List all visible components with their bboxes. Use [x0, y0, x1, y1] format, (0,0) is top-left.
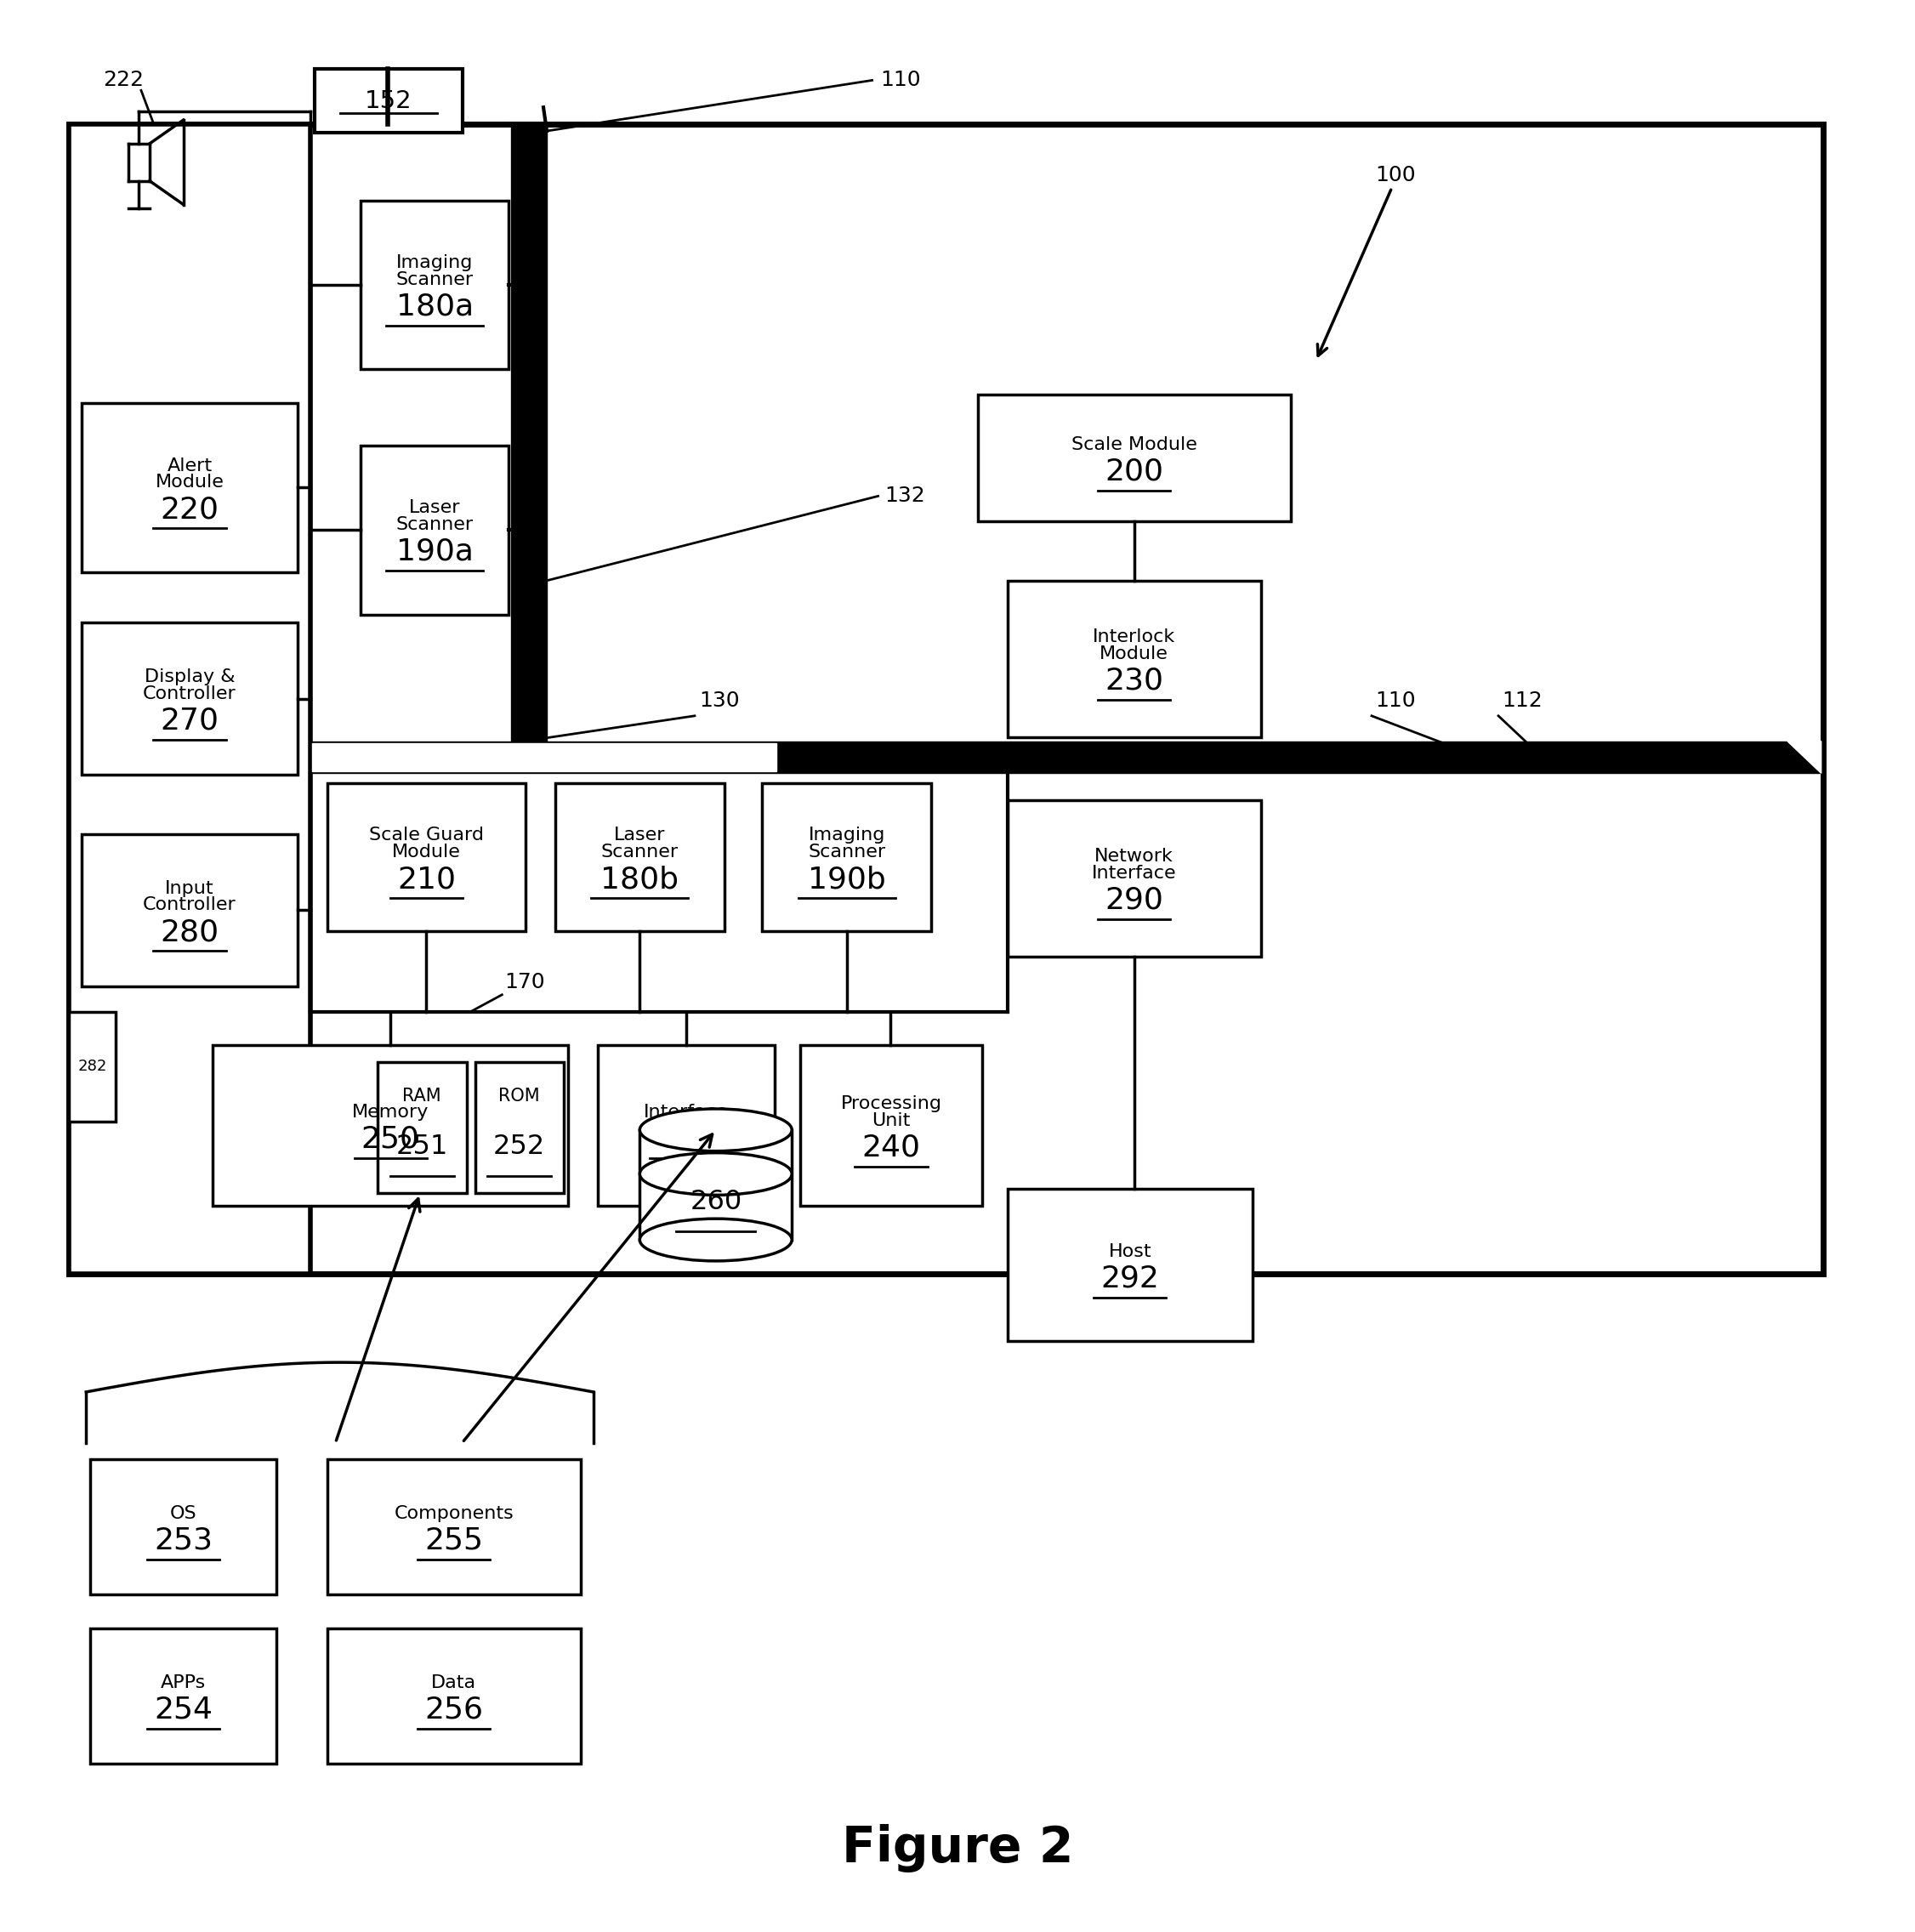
Bar — [475, 1063, 563, 1194]
Text: Memory: Memory — [352, 1103, 429, 1121]
Text: 282: 282 — [77, 1059, 107, 1074]
Bar — [90, 1629, 276, 1764]
Text: Laser: Laser — [615, 827, 665, 844]
Text: Module: Module — [393, 844, 462, 862]
Bar — [213, 1045, 569, 1206]
Bar — [1007, 1188, 1252, 1341]
Bar — [82, 835, 297, 985]
Text: 170: 170 — [504, 972, 546, 993]
Text: 280: 280 — [161, 918, 218, 947]
Text: Imaging: Imaging — [396, 255, 473, 270]
Text: Scale Module: Scale Module — [1070, 437, 1197, 452]
Text: APPs: APPs — [161, 1675, 207, 1690]
Bar — [69, 1012, 115, 1121]
Text: 222: 222 — [103, 70, 144, 91]
Text: 100: 100 — [1375, 164, 1415, 185]
Bar — [360, 446, 509, 614]
Text: 190b: 190b — [808, 866, 887, 895]
Bar — [312, 744, 777, 771]
Bar — [327, 1629, 580, 1764]
Text: 260: 260 — [689, 1188, 741, 1215]
Text: Scanner: Scanner — [396, 270, 473, 288]
Bar — [360, 201, 509, 369]
Text: 254: 254 — [153, 1694, 213, 1723]
Text: Laser: Laser — [410, 500, 460, 516]
Text: Host: Host — [1109, 1242, 1151, 1260]
Bar — [555, 784, 724, 931]
Bar — [327, 784, 525, 931]
Text: Network: Network — [1095, 848, 1174, 866]
Text: 230: 230 — [1105, 667, 1164, 696]
Bar — [762, 784, 931, 931]
Text: 180b: 180b — [601, 866, 678, 895]
Text: Scale Guard: Scale Guard — [370, 827, 484, 844]
Text: Data: Data — [431, 1675, 477, 1690]
Text: 262: 262 — [657, 1124, 716, 1153]
Text: Controller: Controller — [144, 896, 236, 914]
Text: 152: 152 — [364, 89, 412, 114]
Text: 132: 132 — [885, 485, 925, 506]
Text: 110: 110 — [881, 70, 921, 91]
Text: Components: Components — [394, 1505, 513, 1522]
Text: Module: Module — [1099, 645, 1168, 663]
Bar — [69, 124, 310, 1273]
Text: 292: 292 — [1101, 1264, 1159, 1293]
Bar — [800, 1045, 982, 1206]
Text: 130: 130 — [699, 690, 739, 711]
Bar — [597, 1045, 776, 1206]
Text: Imaging: Imaging — [808, 827, 885, 844]
Text: RAM: RAM — [402, 1088, 440, 1105]
Text: 240: 240 — [862, 1134, 921, 1163]
Bar — [640, 1130, 793, 1240]
Bar — [82, 622, 297, 775]
Bar — [1007, 800, 1260, 956]
Text: Unit: Unit — [871, 1113, 910, 1128]
Bar — [1007, 582, 1260, 736]
Text: 190a: 190a — [396, 537, 473, 566]
Text: 200: 200 — [1105, 458, 1164, 487]
Text: 110: 110 — [1375, 690, 1415, 711]
Text: Module: Module — [155, 473, 224, 491]
Text: 112: 112 — [1501, 690, 1542, 711]
Text: 250: 250 — [362, 1124, 419, 1153]
Bar — [90, 1459, 276, 1594]
Text: Display &: Display & — [144, 668, 236, 686]
Bar — [310, 742, 1425, 773]
Ellipse shape — [640, 1219, 793, 1262]
Text: Scanner: Scanner — [808, 844, 885, 862]
Ellipse shape — [640, 1153, 793, 1196]
Bar — [327, 1459, 580, 1594]
Text: 220: 220 — [161, 495, 218, 524]
Text: Interlock: Interlock — [1093, 628, 1176, 645]
Bar — [979, 394, 1291, 522]
Text: 210: 210 — [396, 866, 456, 895]
Bar — [82, 404, 297, 572]
Text: Controller: Controller — [144, 686, 236, 703]
Text: Interface: Interface — [1092, 866, 1176, 883]
Text: 180a: 180a — [396, 292, 473, 321]
Bar — [314, 70, 462, 133]
Text: Scanner: Scanner — [396, 516, 473, 533]
Text: ROM: ROM — [498, 1088, 540, 1105]
Text: 256: 256 — [425, 1694, 483, 1723]
Text: 270: 270 — [161, 707, 218, 736]
Text: Alert: Alert — [167, 458, 213, 473]
Text: Figure 2: Figure 2 — [841, 1824, 1074, 1872]
Text: Processing: Processing — [841, 1095, 942, 1113]
Bar — [511, 124, 548, 750]
Text: 253: 253 — [153, 1526, 213, 1555]
Text: 255: 255 — [425, 1526, 483, 1555]
Text: OS: OS — [170, 1505, 197, 1522]
Text: 252: 252 — [492, 1134, 546, 1159]
Bar — [1425, 742, 1823, 773]
Text: 251: 251 — [396, 1134, 448, 1159]
Bar — [377, 1063, 467, 1194]
Polygon shape — [1787, 742, 1821, 773]
Text: Input: Input — [165, 879, 214, 896]
Text: 290: 290 — [1105, 887, 1164, 916]
Text: Scanner: Scanner — [601, 844, 678, 862]
Bar — [69, 124, 1823, 1273]
Text: Interface: Interface — [643, 1103, 728, 1121]
Ellipse shape — [640, 1109, 793, 1151]
